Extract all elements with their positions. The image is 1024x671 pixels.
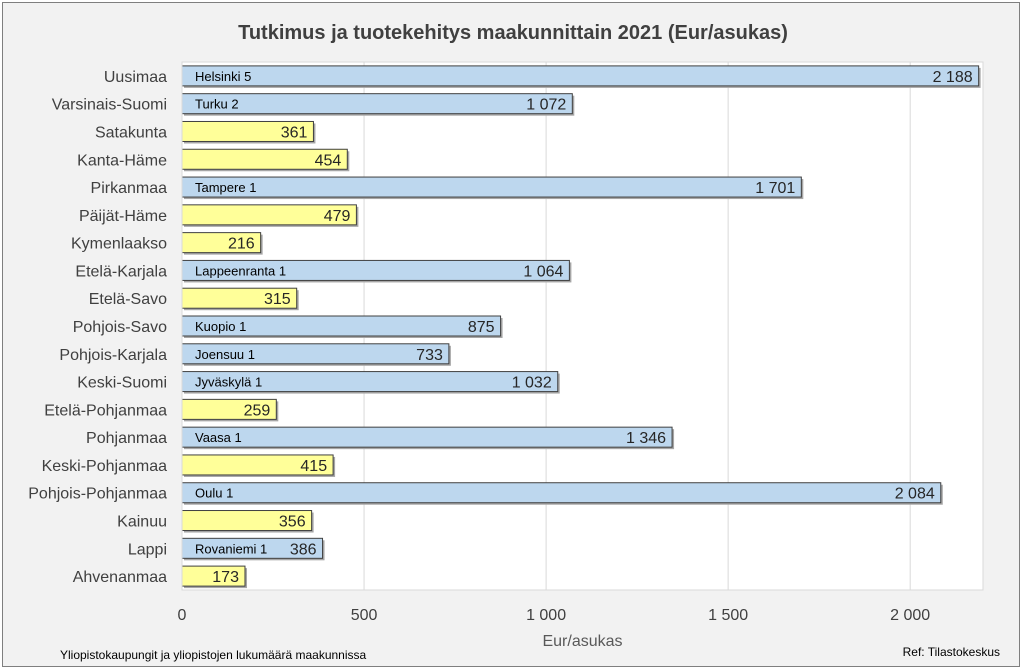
university-label: Turku 2 xyxy=(195,97,239,112)
category-label: Lappi xyxy=(128,541,167,558)
category-label: Ahvenanmaa xyxy=(73,569,167,586)
x-tick-label: 1 500 xyxy=(708,607,748,624)
value-label: 875 xyxy=(468,319,495,336)
footnote: Yliopistokaupungit ja yliopistojen lukum… xyxy=(60,648,367,662)
x-axis-title: Eur/asukas xyxy=(542,633,622,650)
value-label: 415 xyxy=(300,458,327,475)
category-label: Etelä-Karjala xyxy=(75,263,167,280)
university-label: Tampere 1 xyxy=(195,180,256,195)
category-label: Uusimaa xyxy=(104,69,167,86)
value-label: 1 072 xyxy=(526,97,566,114)
value-label: 733 xyxy=(416,347,443,364)
university-label: Rovaniemi 1 xyxy=(195,541,267,556)
university-label: Helsinki 5 xyxy=(195,69,251,84)
bar xyxy=(181,176,802,198)
value-label: 2 084 xyxy=(895,486,935,503)
value-label: 386 xyxy=(290,541,317,558)
category-label: Pirkanmaa xyxy=(91,180,168,197)
bar xyxy=(181,426,673,448)
x-tick-label: 2 000 xyxy=(890,607,930,624)
value-label: 1 064 xyxy=(523,263,563,280)
category-label: Keski-Pohjanmaa xyxy=(42,458,168,475)
x-tick-label: 1 000 xyxy=(526,607,566,624)
value-label: 454 xyxy=(315,152,342,169)
value-label: 361 xyxy=(281,124,308,141)
university-label: Joensuu 1 xyxy=(195,347,255,362)
university-label: Jyväskylä 1 xyxy=(195,375,262,390)
value-label: 216 xyxy=(228,236,255,253)
x-tick-labels: 0 500 1 000 1 500 2 000 xyxy=(178,607,931,624)
value-label: 259 xyxy=(244,402,271,419)
category-label: Pohjois-Savo xyxy=(73,319,167,336)
category-label: Pohjanmaa xyxy=(86,430,167,447)
value-label: 1 032 xyxy=(512,375,552,392)
value-label: 479 xyxy=(324,208,351,225)
value-label: 2 188 xyxy=(933,69,973,86)
category-label: Etelä-Pohjanmaa xyxy=(44,402,167,419)
category-label: Satakunta xyxy=(95,124,167,141)
value-label: 356 xyxy=(279,514,306,531)
value-label: 315 xyxy=(264,291,291,308)
x-tick-label: 0 xyxy=(178,607,187,624)
x-tick-label: 500 xyxy=(351,607,378,624)
plot-border xyxy=(181,61,984,591)
category-label: Kainuu xyxy=(117,514,167,531)
bars: Helsinki 5 2 188 Turku 2 1 072 361 454 Tampere… xyxy=(181,61,984,591)
bar xyxy=(181,482,942,504)
source-label: Ref: Tilastokeskus xyxy=(903,645,1000,659)
category-label: Varsinais-Suomi xyxy=(52,97,167,114)
bar xyxy=(181,65,980,87)
category-label: Päijät-Häme xyxy=(79,208,167,225)
value-label: 1 346 xyxy=(626,430,666,447)
bar xyxy=(181,93,573,115)
category-label: Pohjois-Karjala xyxy=(59,347,167,364)
category-label: Kymenlaakso xyxy=(71,236,167,253)
category-label: Kanta-Häme xyxy=(77,152,167,169)
category-labels: Uusimaa Varsinais-Suomi Satakunta Kanta-Häm… xyxy=(28,69,167,586)
university-label: Kuopio 1 xyxy=(195,319,246,334)
university-label: Oulu 1 xyxy=(195,486,233,501)
value-label: 1 701 xyxy=(755,180,795,197)
university-label: Vaasa 1 xyxy=(195,430,242,445)
bar-chart: Tutkimus ja tuotekehitys maakunnittain 2… xyxy=(28,22,1000,662)
category-label: Etelä-Savo xyxy=(89,291,167,308)
university-label: Lappeenranta 1 xyxy=(195,263,286,278)
category-label: Keski-Suomi xyxy=(77,375,167,392)
value-label: 173 xyxy=(212,569,239,586)
chart-title: Tutkimus ja tuotekehitys maakunnittain 2… xyxy=(238,22,788,44)
category-label: Pohjois-Pohjanmaa xyxy=(28,486,167,503)
